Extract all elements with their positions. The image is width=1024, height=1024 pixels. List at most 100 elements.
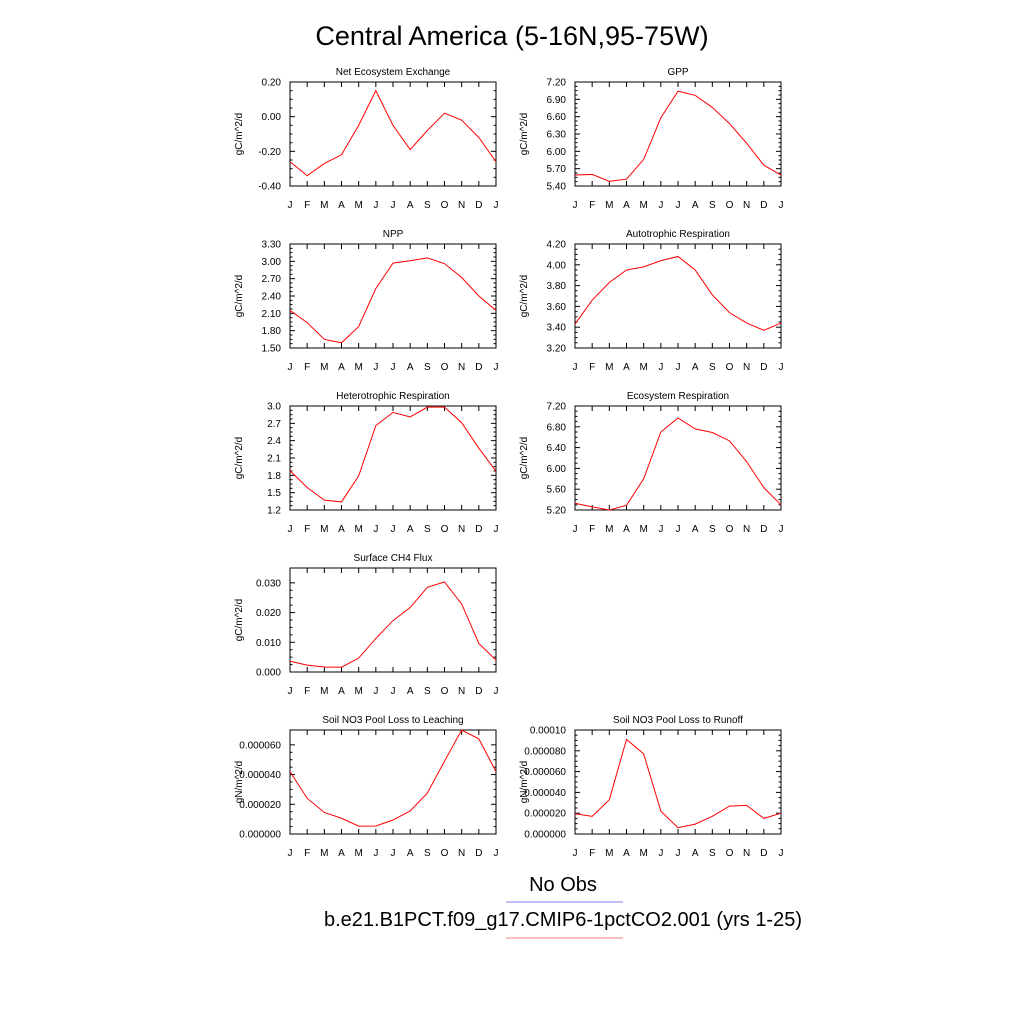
x-tick-label: A — [338, 524, 345, 535]
y-axis-label: gC/m^2/d — [519, 113, 530, 156]
x-tick-label: D — [475, 362, 482, 373]
y-tick-label: 2.1 — [267, 454, 281, 465]
y-tick-label: 3.80 — [547, 281, 567, 292]
y-tick-label: 3.00 — [262, 257, 282, 268]
legend: No Obs b.e21.B1PCT.f09_g17.CMIP6-1pctCO2… — [324, 874, 802, 939]
y-tick-label: -0.40 — [258, 182, 281, 193]
y-tick-label: 5.70 — [547, 164, 567, 175]
x-tick-label: S — [709, 848, 716, 859]
y-tick-label: 2.4 — [267, 436, 281, 447]
x-tick-label: A — [338, 848, 345, 859]
x-tick-label: A — [692, 362, 699, 373]
plot-frame — [574, 405, 782, 511]
y-tick-label: 6.00 — [547, 464, 567, 475]
y-tick-label: 6.40 — [547, 443, 567, 454]
x-tick-label: M — [605, 200, 613, 211]
x-tick-label: N — [458, 686, 465, 697]
y-axis-label: gC/m^2/d — [234, 113, 245, 156]
x-tick-label: J — [288, 848, 293, 859]
y-axis-label: gN/m^2/d — [234, 761, 245, 804]
x-tick-label: M — [320, 848, 328, 859]
x-tick-label: J — [494, 686, 499, 697]
y-tick-label: 0.000040 — [524, 788, 566, 799]
x-tick-label: J — [779, 848, 784, 859]
plot-frame — [289, 729, 497, 835]
x-tick-label: J — [288, 200, 293, 211]
x-tick-label: N — [458, 200, 465, 211]
y-tick-label: 2.10 — [262, 309, 282, 320]
y-tick-label: 1.80 — [262, 326, 282, 337]
x-tick-label: M — [639, 848, 647, 859]
x-tick-label: J — [779, 362, 784, 373]
x-tick-label: O — [726, 524, 734, 535]
y-tick-label: 6.90 — [547, 95, 567, 106]
x-tick-label: J — [373, 524, 378, 535]
x-tick-label: N — [458, 524, 465, 535]
series-line — [289, 729, 497, 827]
x-tick-label: J — [373, 686, 378, 697]
x-tick-label: J — [494, 524, 499, 535]
x-tick-label: O — [726, 848, 734, 859]
y-tick-label: 0.030 — [256, 578, 281, 589]
x-tick-label: M — [605, 524, 613, 535]
legend-model-label: b.e21.B1PCT.f09_g17.CMIP6-1pctCO2.001 (y… — [324, 909, 802, 931]
x-tick-label: J — [373, 848, 378, 859]
x-tick-label: D — [475, 200, 482, 211]
y-tick-label: 7.20 — [547, 402, 567, 413]
y-tick-label: 3.20 — [547, 344, 567, 355]
y-axis-label: gC/m^2/d — [519, 275, 530, 318]
y-tick-label: 6.80 — [547, 422, 567, 433]
y-tick-label: 0.000 — [256, 668, 281, 679]
y-tick-label: 0.00 — [262, 112, 282, 123]
x-tick-label: J — [676, 524, 681, 535]
x-tick-label: S — [424, 524, 431, 535]
y-tick-label: 2.7 — [267, 419, 281, 430]
y-tick-label: 5.60 — [547, 485, 567, 496]
y-tick-label: 7.20 — [547, 78, 567, 89]
plot-frame — [289, 405, 497, 511]
x-tick-label: S — [424, 686, 431, 697]
x-tick-label: J — [658, 200, 663, 211]
x-tick-label: N — [743, 200, 750, 211]
x-tick-label: A — [407, 848, 414, 859]
series-line — [289, 581, 497, 668]
plot-frame — [574, 81, 782, 187]
x-tick-label: A — [623, 848, 630, 859]
x-tick-label: F — [589, 200, 595, 211]
x-tick-label: A — [623, 524, 630, 535]
y-axis-label: gN/m^2/d — [519, 761, 530, 804]
series-line — [574, 738, 782, 829]
x-tick-label: F — [304, 686, 310, 697]
y-tick-label: 6.00 — [547, 147, 567, 158]
x-tick-label: J — [373, 200, 378, 211]
series-line — [574, 90, 782, 182]
legend-obs-label: No Obs — [529, 874, 597, 896]
y-tick-label: 0.000040 — [239, 770, 281, 781]
x-tick-label: A — [407, 686, 414, 697]
x-tick-label: J — [494, 200, 499, 211]
x-tick-label: J — [658, 362, 663, 373]
x-tick-label: J — [573, 200, 578, 211]
x-tick-label: O — [441, 848, 449, 859]
x-tick-label: J — [779, 200, 784, 211]
x-tick-label: J — [288, 686, 293, 697]
x-tick-label: J — [573, 848, 578, 859]
x-tick-label: M — [354, 362, 362, 373]
x-tick-label: M — [320, 524, 328, 535]
x-tick-label: N — [743, 524, 750, 535]
x-tick-label: S — [709, 524, 716, 535]
x-tick-label: S — [709, 362, 716, 373]
x-tick-label: J — [288, 524, 293, 535]
x-tick-label: N — [458, 362, 465, 373]
x-tick-label: A — [692, 200, 699, 211]
x-tick-label: O — [726, 362, 734, 373]
x-tick-label: S — [709, 200, 716, 211]
y-tick-label: 0.000000 — [524, 830, 566, 841]
